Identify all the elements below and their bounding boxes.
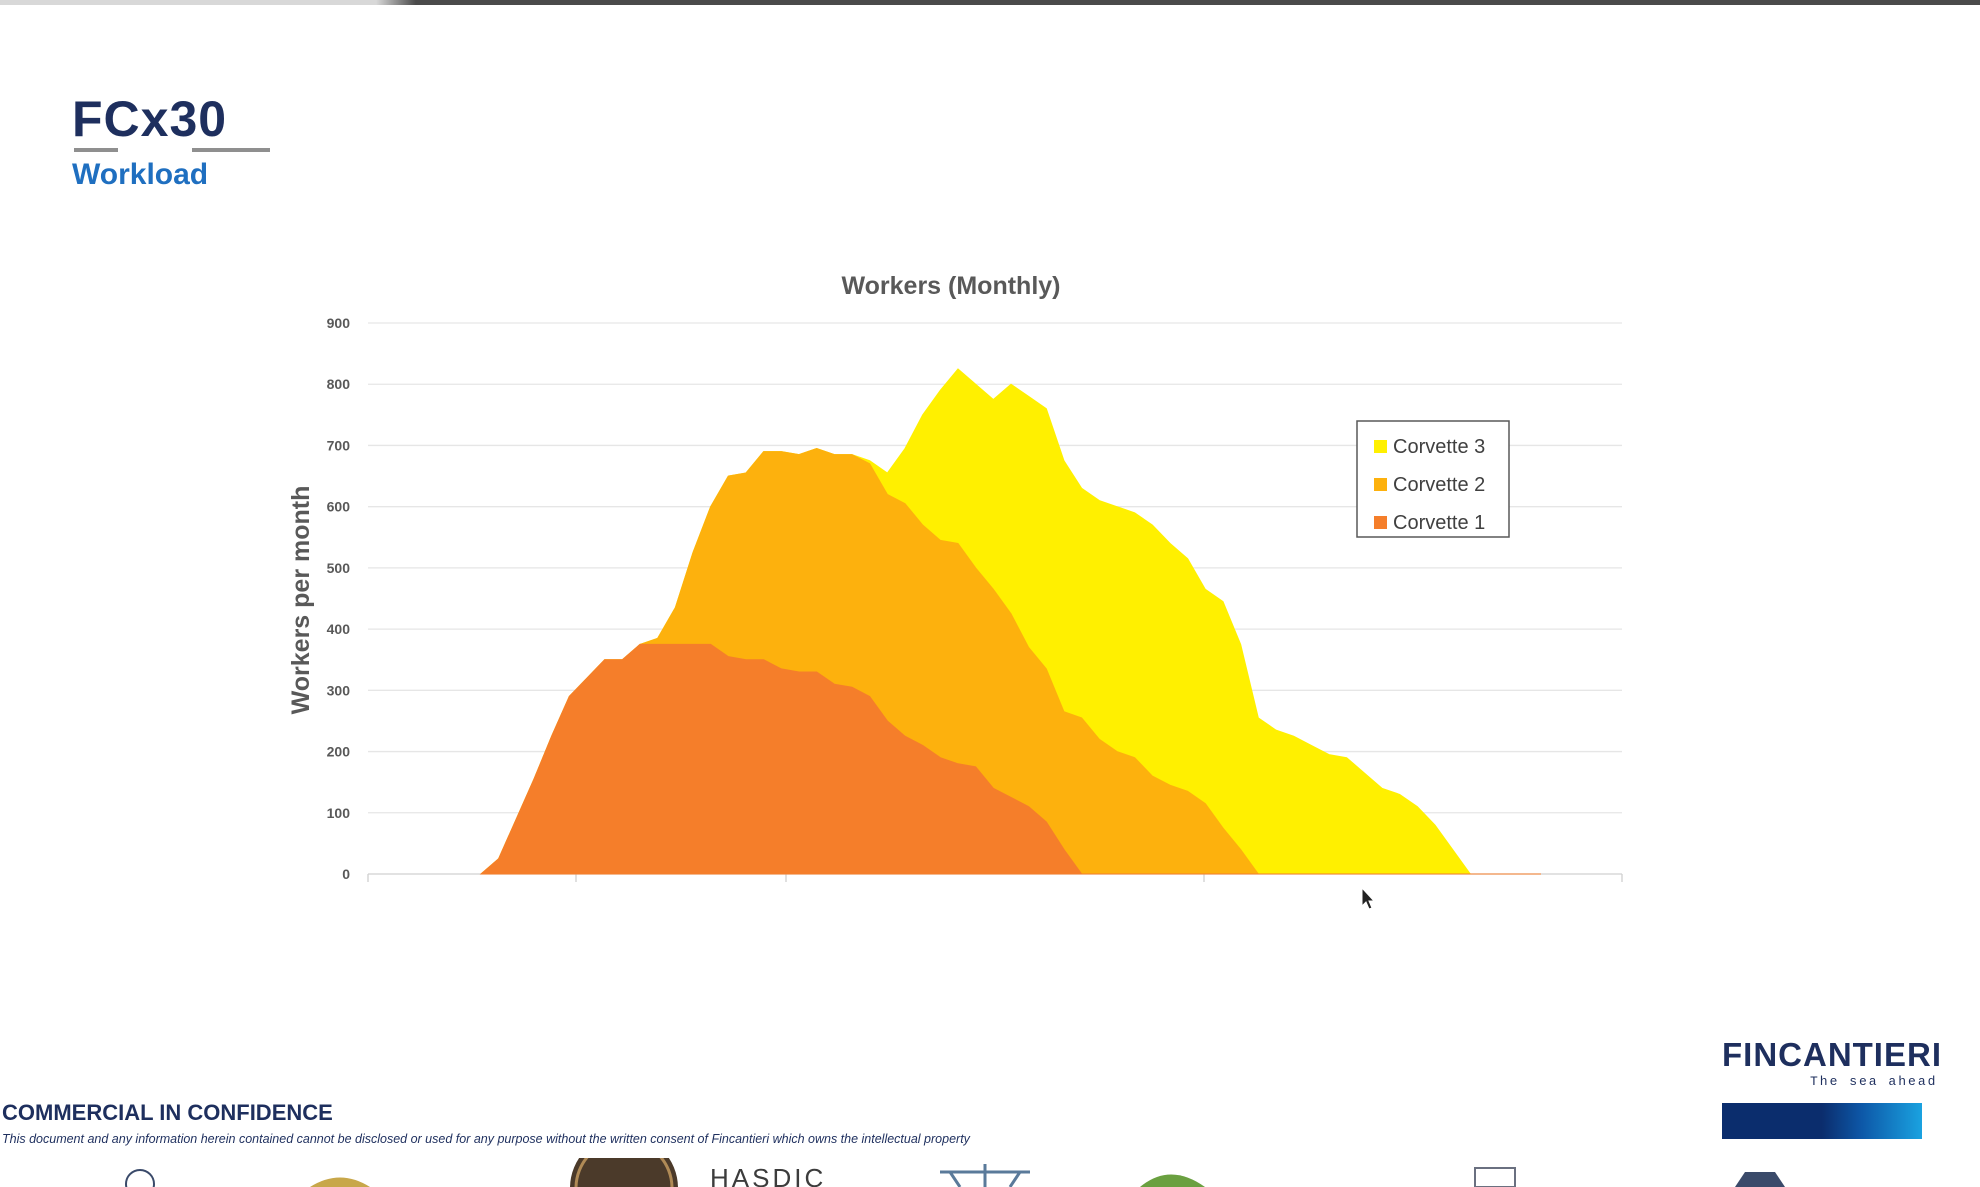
legend-label: Corvette 1 bbox=[1393, 512, 1485, 534]
legend-label: Corvette 2 bbox=[1393, 474, 1485, 496]
legend-swatch bbox=[1374, 478, 1387, 491]
legend-label: Corvette 3 bbox=[1393, 436, 1485, 458]
brand-tagline: The sea ahead bbox=[1810, 1074, 1938, 1089]
area-series-corvette-1 bbox=[479, 643, 1541, 875]
partner-crane-icon bbox=[940, 1164, 1030, 1187]
chart-series bbox=[479, 368, 1541, 875]
y-axis-label: Workers per month bbox=[287, 486, 315, 715]
chart-legend: Corvette 3 Corvette 2 Corvette 1 bbox=[1356, 420, 1510, 538]
partner-seal-icon-3 bbox=[570, 1158, 678, 1187]
y-tick-label: 100 bbox=[327, 805, 351, 821]
workers-area-chart: Workers (Monthly) Workers per month 0 100… bbox=[287, 272, 1623, 910]
legend-swatch bbox=[1374, 516, 1387, 529]
y-tick-label: 500 bbox=[327, 560, 351, 576]
mouse-cursor-icon bbox=[1361, 886, 1376, 910]
partner-seal-icon-1 bbox=[125, 1169, 155, 1187]
fcx30-logo: FCx30 bbox=[72, 92, 282, 162]
disclaimer-text: This document and any information herein… bbox=[2, 1132, 970, 1146]
partner-emblem-icon-7 bbox=[1735, 1172, 1785, 1187]
fincantieri-brand: FINCANTIERI bbox=[1722, 1036, 1942, 1073]
legend-swatch bbox=[1374, 440, 1387, 453]
y-tick-label: 600 bbox=[327, 499, 351, 515]
chart-title: Workers (Monthly) bbox=[842, 272, 1061, 300]
y-tick-label: 200 bbox=[327, 744, 351, 760]
y-axis-ticks: 0 100 200 300 400 500 600 700 800 900 bbox=[327, 315, 351, 882]
top-window-bar bbox=[0, 0, 1980, 5]
partner-logos-strip: HASDIC bbox=[125, 1158, 1785, 1187]
brand-color-bar bbox=[1722, 1103, 1922, 1139]
y-tick-label: 300 bbox=[327, 682, 351, 698]
partner-text-hasdic: HASDIC bbox=[710, 1163, 826, 1187]
logo-text: FCx30 bbox=[72, 92, 227, 147]
partner-building-icon bbox=[1474, 1167, 1516, 1187]
y-tick-label: 800 bbox=[327, 376, 351, 392]
y-tick-label: 0 bbox=[342, 866, 350, 882]
partner-emblem-icon-5 bbox=[1140, 1174, 1205, 1187]
page-subtitle: Workload bbox=[72, 158, 209, 191]
y-tick-label: 900 bbox=[327, 315, 351, 331]
partner-emblem-icon-2 bbox=[310, 1177, 370, 1187]
y-tick-label: 700 bbox=[327, 437, 351, 453]
y-tick-label: 400 bbox=[327, 621, 351, 637]
confidentiality-label: COMMERCIAL IN CONFIDENCE bbox=[2, 1100, 333, 1125]
